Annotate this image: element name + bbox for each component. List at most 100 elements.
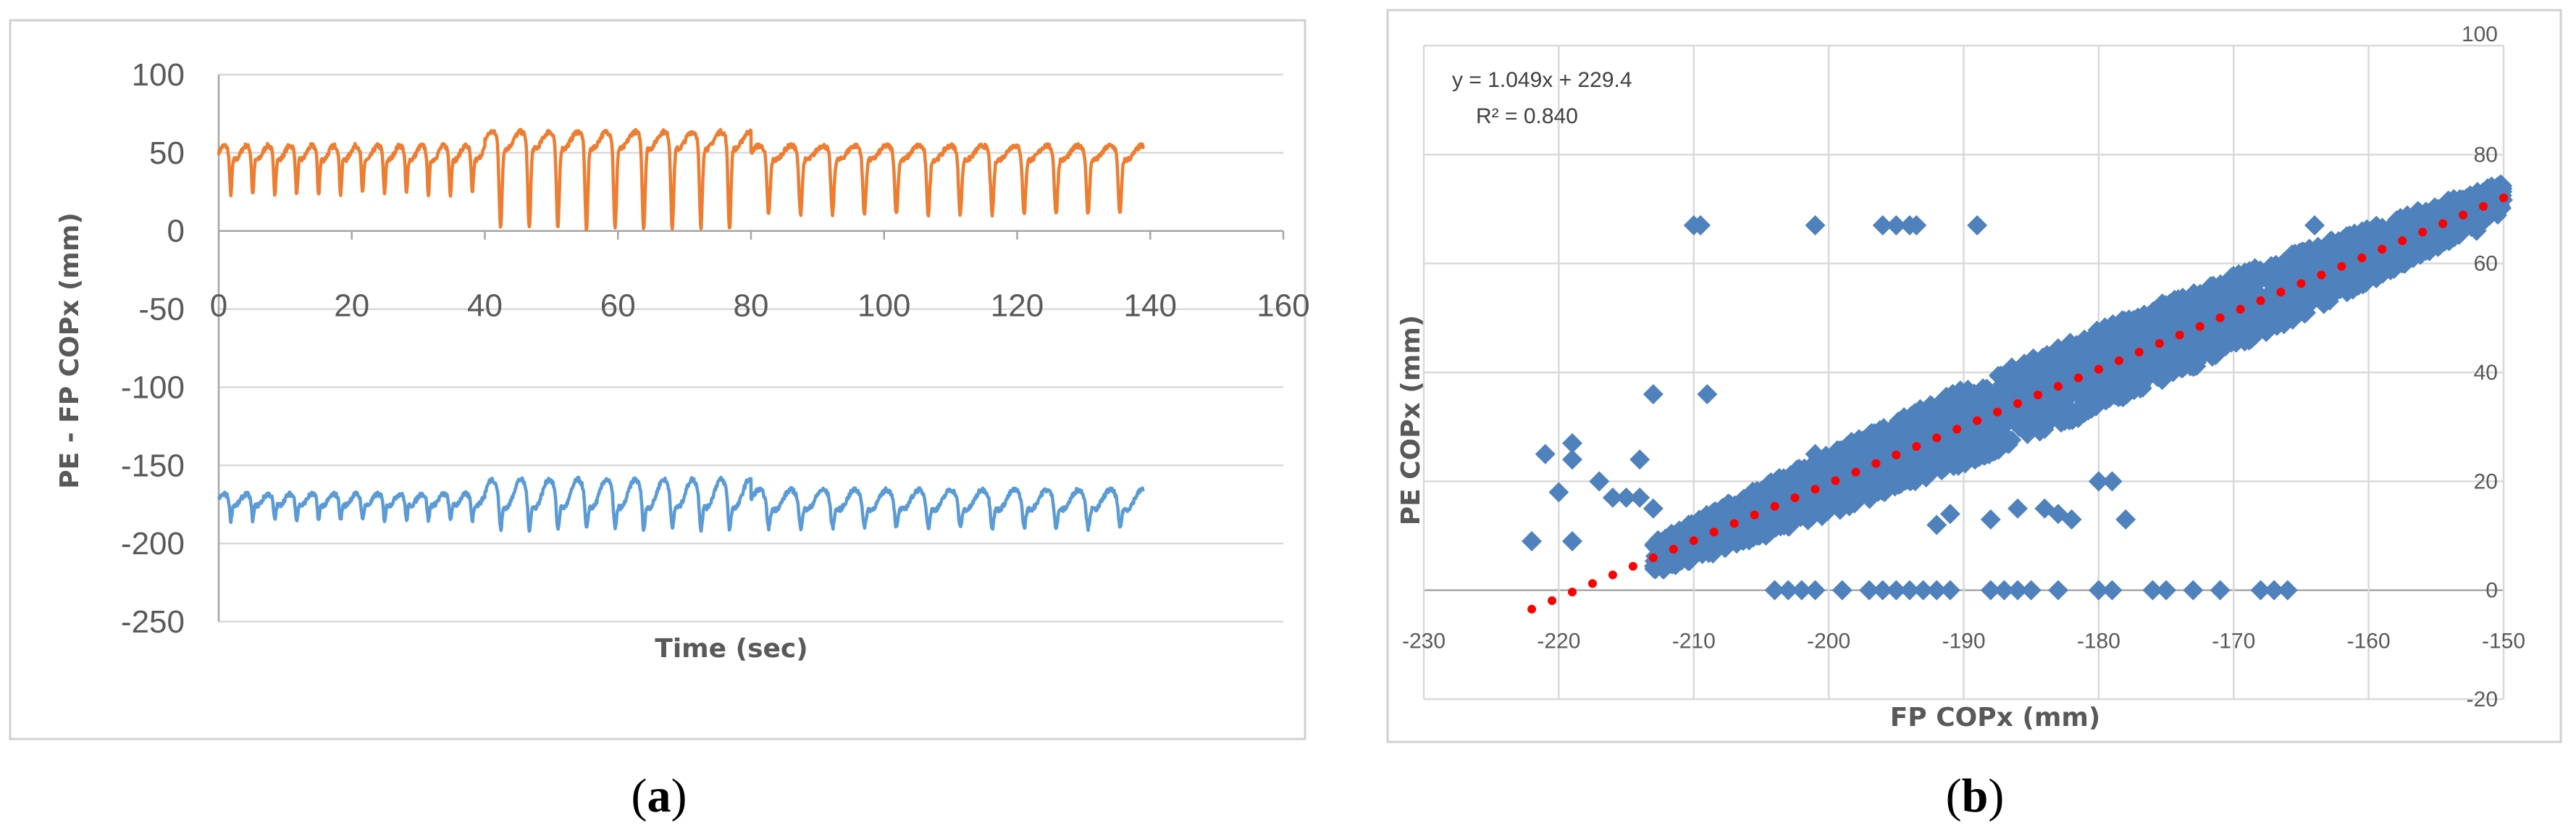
chart-a-x-tick-label: 20 <box>334 288 369 324</box>
chart-b-outlier-point <box>2156 580 2177 601</box>
chart-b-point <box>1816 463 1835 483</box>
chart-b-point <box>2281 250 2300 270</box>
chart-b-point <box>2462 194 2481 214</box>
chart-b-trendline-dot <box>2195 322 2204 331</box>
panel-label-a-open: ( <box>632 769 647 822</box>
chart-b-outlier-point <box>2102 471 2123 492</box>
chart-a-x-tick-label: 40 <box>467 288 503 324</box>
chart-b-trendline-dot <box>1851 467 1860 477</box>
chart-b-trendline-dot <box>1750 510 1759 519</box>
chart-b-point <box>2194 285 2213 305</box>
chart-b-trendline-dot <box>2337 262 2346 271</box>
chart-b-outlier-point <box>1805 443 1826 464</box>
chart-b-trendline-dot <box>1587 579 1597 588</box>
chart-b-point <box>1972 436 1992 456</box>
chart-b-point <box>1965 383 1984 403</box>
chart-b-outlier-point <box>2277 580 2298 601</box>
chart-a-y-tick-label: -250 <box>121 604 185 640</box>
chart-b-point <box>2141 316 2160 335</box>
chart-b-point <box>1965 451 1985 470</box>
chart-b-trendline-dot <box>1669 545 1678 554</box>
chart-b-trendline-dot <box>2378 245 2387 254</box>
chart-b-outlier-point <box>1522 531 1543 552</box>
chart-b-point <box>2131 330 2150 349</box>
chart-b-trendline-dot <box>2317 270 2326 280</box>
panel-label-a-close: ) <box>671 769 687 822</box>
chart-a-series-upper-line <box>217 128 1146 232</box>
chart-b-outlier-point <box>1805 580 1826 601</box>
chart-b-outlier-point <box>2088 471 2109 492</box>
chart-b-point <box>2163 297 2183 317</box>
chart-b-x-axis-title: FP COPx (mm) <box>1890 703 2101 732</box>
chart-b-outlier-point <box>1913 580 1934 601</box>
chart-b-point <box>1881 470 1901 490</box>
chart-b-point <box>1895 467 1915 487</box>
chart-b-outlier-point <box>1562 433 1583 454</box>
chart-b-trendline-dot <box>1729 519 1739 528</box>
chart-b-trendline-dot <box>1831 476 1840 485</box>
chart-a-x-tick-label: 160 <box>1256 288 1309 324</box>
chart-b-outlier-point <box>1886 580 1907 601</box>
chart-b-trendline-dot <box>2094 364 2103 374</box>
panel-a-frame <box>9 19 1306 740</box>
chart-b-point <box>2453 217 2472 237</box>
chart-b-outlier-point <box>2385 253 2406 274</box>
chart-b-outlier-point <box>1886 215 1907 236</box>
chart-b-outlier-point <box>1642 498 1664 519</box>
chart-b-outlier-point <box>1994 580 2015 601</box>
chart-b-trendline-dot <box>1912 442 1921 451</box>
chart-b-trendline-dot <box>1648 553 1658 562</box>
chart-b-outlier-point <box>2210 580 2231 601</box>
chart-b-point <box>2037 345 2057 364</box>
chart-b-outlier-point <box>2304 215 2325 236</box>
chart-b-outlier-point <box>1906 215 1927 236</box>
chart-b-point <box>2242 330 2262 349</box>
chart-b-trendline-dot <box>2418 228 2428 237</box>
chart-b-r-squared: R² = 0.840 <box>1476 104 1578 128</box>
chart-a-x-tick-label: 0 <box>210 288 227 324</box>
chart-b-outlier-point <box>1548 482 1569 503</box>
chart-b-trendline-dot <box>1568 588 1577 597</box>
chart-b-point <box>2139 367 2159 386</box>
panel-label-b-letter: b <box>1962 769 1989 822</box>
chart-b-trendline-dot <box>2013 398 2023 408</box>
chart-b-point <box>2312 293 2331 312</box>
chart-b-point <box>1753 482 1773 501</box>
chart-b-x-tick-label: -210 <box>1672 630 1716 654</box>
chart-b-outlier-point <box>2412 242 2433 263</box>
chart-b-x-tick-label: -170 <box>2212 630 2255 654</box>
chart-b-point <box>2020 404 2039 424</box>
chart-a-tick-labels: 100 50 0 -50 -100 -150 -200 -250 0 20 40 60 80 100 120… <box>121 57 1310 640</box>
chart-b-trendline-dot <box>1628 562 1637 571</box>
panel-label-b-close: ) <box>1988 769 2004 822</box>
chart-b-outlier-point <box>1832 449 1853 470</box>
chart-b-trendline-dot <box>2155 339 2164 348</box>
chart-a-y-tick-label: 0 <box>167 214 185 249</box>
chart-b-point <box>2227 280 2246 299</box>
chart-b-outlier-point <box>2115 509 2136 530</box>
chart-b-point <box>1823 492 1842 512</box>
chart-b-point <box>2181 357 2200 377</box>
chart-b-outlier-point <box>1629 449 1650 470</box>
chart-a-y-tick-label: -100 <box>121 370 185 405</box>
chart-b-trendline-dot <box>2479 201 2488 211</box>
chart-b-trendline-dot <box>2398 236 2407 246</box>
chart-b-point <box>2283 311 2302 330</box>
chart-b-outlier-point <box>1697 384 1718 405</box>
chart-b-trendline-dot <box>1790 493 1800 503</box>
panel-label-a-letter: a <box>647 769 671 822</box>
chart-a-y-axis-title: PE - FP COPx (mm) <box>55 212 85 489</box>
chart-b-y-axis-title: PE COPx (mm) <box>1396 315 1426 526</box>
chart-b-point <box>2094 323 2113 343</box>
chart-b-trendline-dot <box>2034 391 2043 400</box>
chart-b-point <box>2116 322 2136 342</box>
chart-b-outlier-point <box>1980 509 2001 530</box>
chart-b-trendline-dot <box>2499 193 2508 203</box>
chart-b-point <box>1732 531 1751 551</box>
chart-b-point <box>2265 256 2284 275</box>
chart-b-outlier-point <box>1791 580 1812 601</box>
chart-b-point <box>2229 326 2249 346</box>
chart-b-point <box>2176 335 2195 354</box>
chart-b-point <box>1910 398 1930 418</box>
